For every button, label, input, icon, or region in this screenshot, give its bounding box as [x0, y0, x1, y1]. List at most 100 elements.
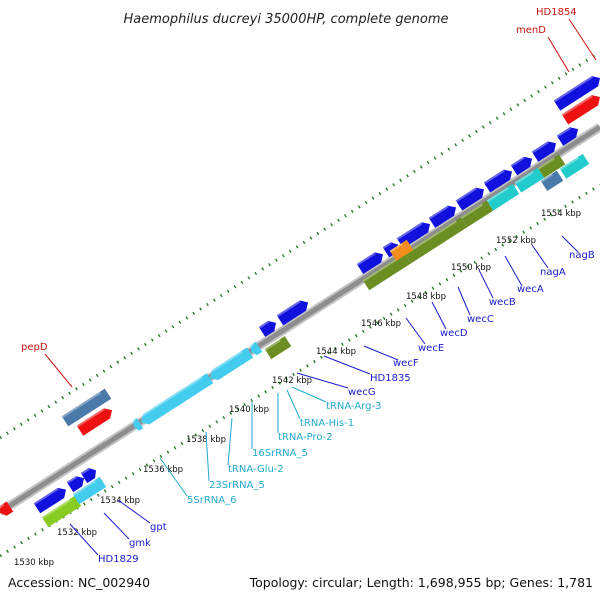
HD1835-gene-shape: [356, 252, 384, 275]
gene-label-tRNA_His_1[interactable]: tRNA-His-1: [300, 418, 354, 429]
gpt-gene-shape: [80, 468, 97, 484]
leader-line-wecC: [457, 286, 471, 316]
gene-label-nagA[interactable]: nagA: [540, 267, 566, 278]
gene-label-nagB[interactable]: nagB: [569, 250, 595, 261]
tick-label: 1544 kbp: [316, 347, 356, 357]
tRNA-Glu-gene-shape: [250, 341, 263, 356]
16SrRNA-gene-shape: [210, 347, 254, 381]
gene-label-tRNA_Pro_2[interactable]: tRNA-Pro-2: [278, 432, 333, 443]
wecB-gene: [455, 187, 484, 211]
gene-label-wecF[interactable]: wecF: [393, 358, 419, 369]
olive-right-gene: [537, 154, 566, 178]
tick-label: 1532 kbp: [57, 528, 97, 538]
gene-label-wecA[interactable]: wecA: [517, 284, 544, 295]
orange-gene: [389, 239, 414, 261]
leader-line-pepD: [44, 353, 73, 388]
nagA-gene: [510, 156, 533, 176]
tRNA-Glu-gene: [247, 341, 263, 356]
lime-gene-highlight: [41, 499, 71, 519]
menD-gene-highlight: [561, 95, 593, 117]
accession-text: Accession: NC_002940: [8, 575, 150, 590]
pepD-gene-highlight: [61, 391, 101, 418]
gene-label-gmk[interactable]: gmk: [129, 538, 151, 549]
wecG-gene-highlight: [258, 320, 269, 329]
5SrRNA-gene-shape: [132, 418, 144, 431]
gene-label-gpt[interactable]: gpt: [150, 522, 167, 533]
leader-line-menD: [547, 36, 570, 73]
gene-label-menD[interactable]: menD: [516, 25, 546, 36]
olive-long-gene-3: [460, 200, 494, 228]
gene-label-HD1829[interactable]: HD1829: [98, 554, 139, 565]
HD1829-gene: [33, 487, 67, 514]
wecA-gene-highlight: [483, 169, 505, 185]
wecA-gene: [483, 169, 512, 193]
steel-right-gene-highlight: [540, 173, 553, 183]
gene-label-tRNA_Glu_2[interactable]: tRNA-Glu-2: [228, 464, 284, 475]
teal-gene-2: [514, 167, 545, 193]
leader-line-SrRNA23_5: [205, 431, 210, 482]
right-edge-gene-shape: [556, 127, 579, 146]
gene-label-tRNA_Arg_3[interactable]: tRNA-Arg-3: [326, 401, 381, 412]
gene-label-HD1835[interactable]: HD1835: [370, 373, 411, 384]
teal-right-gene-highlight: [559, 157, 579, 171]
leader-line-gmk: [103, 512, 130, 540]
teal-gene-2-shape: [514, 167, 545, 193]
leader-line-gpt: [117, 499, 151, 524]
tick-label: 1536 kbp: [143, 465, 183, 475]
olive-long-gene-2-highlight: [404, 220, 457, 255]
leader-line-wecG: [296, 372, 349, 389]
tick-label: 1548 kbp: [406, 292, 446, 302]
wecA-gene-shape: [483, 169, 512, 193]
gene-label-pepD[interactable]: pepD: [21, 342, 48, 353]
wecC-gene-highlight: [428, 205, 449, 220]
gene-label-SrRNA5_6[interactable]: 5SrRNA_6: [187, 495, 236, 506]
gene-label-wecG[interactable]: wecG: [348, 387, 376, 398]
HD1829-gene-shape: [33, 487, 67, 514]
gene-label-wecC[interactable]: wecC: [467, 314, 494, 325]
topology-text: Topology: circular; Length: 1,698,955 bp…: [249, 575, 593, 590]
leader-line-SrRNA5_6: [159, 457, 188, 497]
wecB-gene-shape: [455, 187, 484, 211]
teal-small-gene-highlight: [72, 480, 96, 496]
gene-label-wecE[interactable]: wecE: [418, 343, 444, 354]
nagB-gene-shape: [531, 141, 557, 162]
tick-label: 1542 kbp: [272, 376, 312, 386]
teal-small-gene-shape: [72, 476, 107, 505]
left-edge-gene: [0, 501, 14, 516]
menD-gene: [561, 95, 600, 125]
olive-right-gene-highlight: [537, 157, 555, 170]
map-title: Haemophilus ducreyi 35000HP, complete ge…: [123, 12, 448, 27]
gpt-gene-highlight: [80, 468, 90, 475]
gene-label-SrRNA23_5[interactable]: 23SrRNA_5: [209, 480, 265, 491]
tick-label: 1552 kbp: [496, 236, 536, 246]
right-edge-gene-highlight: [556, 127, 571, 138]
nagA-gene-shape: [510, 156, 533, 176]
gene-label-wecB[interactable]: wecB: [489, 297, 516, 308]
tick-label: 1550 kbp: [451, 263, 491, 273]
teal-small-gene: [72, 476, 107, 505]
left-edge-gene-shape: [0, 501, 14, 516]
16SrRNA-gene-highlight: [206, 350, 243, 375]
wecF-gene-shape: [276, 300, 308, 326]
leader-line-HD1835: [323, 355, 371, 375]
olive-small-gene-highlight: [264, 339, 281, 351]
olive-long-gene-1-shape: [362, 253, 412, 291]
gpt-gene: [80, 468, 97, 484]
23SrRNA-gene-highlight: [137, 376, 203, 420]
HD1854-gene: [553, 76, 600, 111]
leader-line-tRNA_Glu_2: [227, 417, 233, 466]
feature-track: [0, 76, 600, 528]
pepD-red-gene-shape: [76, 408, 113, 436]
olive-long-gene-2: [404, 217, 468, 264]
inner-tick-track: [0, 183, 600, 558]
gene-label-SrRNA16_5[interactable]: 16SrRNA_5: [252, 448, 308, 459]
gene-label-wecD[interactable]: wecD: [440, 328, 468, 339]
wecF-gene-highlight: [276, 300, 301, 317]
gene-label-HD1854[interactable]: HD1854: [536, 7, 577, 18]
tick-label: 1540 kbp: [229, 405, 269, 415]
steel-right-gene: [540, 170, 564, 191]
steel-right-gene-shape: [540, 170, 564, 191]
gmk-gene: [66, 476, 84, 493]
teal-right-gene: [559, 153, 590, 179]
